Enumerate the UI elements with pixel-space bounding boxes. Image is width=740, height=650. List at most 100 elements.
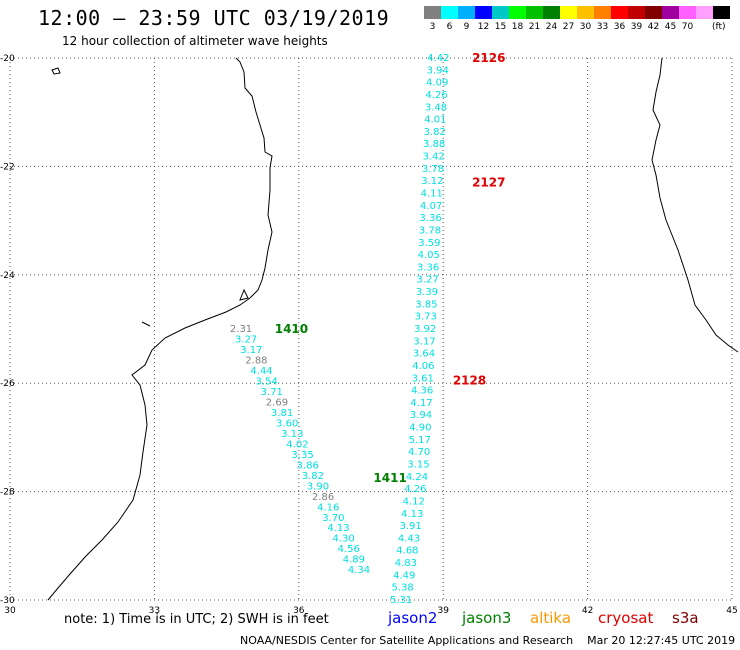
wave-height-value: 4.56 <box>338 544 360 555</box>
color-scale-label: 70 <box>681 22 694 32</box>
africa-coastline <box>47 57 273 601</box>
wave-height-value: 3.91 <box>399 521 421 532</box>
color-scale-label: 27 <box>562 22 575 32</box>
wave-height-value: 3.94 <box>410 410 432 421</box>
pass-number-label: 2127 <box>472 176 505 190</box>
wave-height-value: 4.16 <box>317 502 339 513</box>
wave-height-value: 4.02 <box>286 439 308 450</box>
wave-height-value: 3.78 <box>419 225 441 236</box>
color-scale-label: 15 <box>494 22 507 32</box>
wave-height-value: 3.54 <box>256 376 278 387</box>
wave-height-value: 3.92 <box>414 324 436 335</box>
wave-height-value: 4.34 <box>348 565 370 576</box>
page-title: 12:00 — 23:59 UTC 03/19/2019 <box>38 6 390 30</box>
color-swatch <box>424 6 441 19</box>
lake-outline <box>239 288 249 301</box>
color-swatch <box>577 6 594 19</box>
color-swatch <box>628 6 645 19</box>
color-swatch <box>713 6 730 19</box>
wave-height-value: 3.71 <box>261 387 283 398</box>
color-scale-label: 21 <box>528 22 541 32</box>
color-scale-label: 33 <box>596 22 609 32</box>
wave-height-value: 3.86 <box>297 460 319 471</box>
wave-height-value: 4.24 <box>406 472 428 483</box>
river-mark <box>141 321 151 327</box>
wave-height-value: 4.07 <box>420 201 442 212</box>
wave-height-value: 2.86 <box>312 492 334 503</box>
wave-height-value: 3.94 <box>427 65 449 76</box>
wave-height-value: 2.69 <box>266 397 288 408</box>
color-scale-bar <box>424 6 730 19</box>
lat-tick-label: -20 <box>0 54 15 64</box>
color-swatch <box>611 6 628 19</box>
wave-height-value: 4.43 <box>398 533 420 544</box>
wave-height-value: 4.42 <box>427 53 449 64</box>
wave-height-value: 4.89 <box>343 555 365 566</box>
wave-height-value: 3.82 <box>424 127 446 138</box>
wave-height-value: 3.64 <box>413 349 435 360</box>
wave-height-value: 3.39 <box>416 287 438 298</box>
color-swatch <box>441 6 458 19</box>
color-swatch <box>458 6 475 19</box>
altimeter-track-b: 2.313.273.172.884.443.543.712.693.813.60… <box>230 324 370 576</box>
wave-height-value: 3.27 <box>416 275 438 286</box>
wave-height-value: 4.13 <box>327 523 349 534</box>
wave-height-value: 5.38 <box>392 583 414 594</box>
wave-height-value: 3.36 <box>419 213 441 224</box>
color-scale-label: 18 <box>511 22 524 32</box>
color-swatch <box>560 6 577 19</box>
color-scale-label: 30 <box>579 22 592 32</box>
color-swatch <box>509 6 526 19</box>
page-subtitle: 12 hour collection of altimeter wave hei… <box>62 34 328 48</box>
pass-labels: 2126 2127 2128 1410 1411 <box>275 51 506 485</box>
wave-height-value: 3.88 <box>423 139 445 150</box>
wave-height-value: 4.26 <box>404 484 426 495</box>
wave-height-value: 3.82 <box>302 471 324 482</box>
pass-number-label: 2126 <box>472 51 505 65</box>
wave-height-value: 5.17 <box>409 435 431 446</box>
wave-height-value: 4.01 <box>424 115 446 126</box>
wave-height-value: 4.36 <box>411 386 433 397</box>
color-swatch <box>645 6 662 19</box>
wave-height-value: 3.60 <box>276 418 298 429</box>
color-scale-unit: (ft) <box>712 22 726 32</box>
lat-tick-label: -28 <box>0 488 15 498</box>
wave-height-value: 4.83 <box>395 558 417 569</box>
lon-tick-label: 30 <box>4 606 16 616</box>
color-swatch <box>594 6 611 19</box>
color-swatch <box>492 6 509 19</box>
color-scale-label: 45 <box>664 22 677 32</box>
wave-height-value: 4.68 <box>396 546 418 557</box>
wave-height-value: 4.90 <box>409 423 431 434</box>
wave-height-value: 4.70 <box>408 447 430 458</box>
wave-height-value: 2.31 <box>230 324 252 335</box>
wave-height-value: 3.85 <box>415 299 437 310</box>
lon-tick-label: 33 <box>149 606 160 616</box>
lon-tick-label: 42 <box>582 606 593 616</box>
wave-height-value: 3.42 <box>422 152 444 163</box>
lon-tick-label: 45 <box>726 606 737 616</box>
island-dot <box>51 67 61 75</box>
satellite-label-s3a: s3a <box>672 609 699 627</box>
satellite-label-jason3: jason3 <box>462 609 512 627</box>
wave-height-value: 4.49 <box>393 570 415 581</box>
satellite-label-altika: altika <box>530 609 572 627</box>
pass-number-label: 1410 <box>275 322 308 336</box>
color-swatch <box>662 6 679 19</box>
wave-height-value: 5.31 <box>390 595 412 606</box>
wave-height-value: 4.12 <box>403 496 425 507</box>
wave-height-value: 3.48 <box>425 102 447 113</box>
satellite-label-jason2: jason2 <box>388 609 438 627</box>
color-swatch <box>543 6 560 19</box>
wave-height-value: 3.13 <box>281 429 303 440</box>
lat-tick-label: -22 <box>0 162 15 172</box>
wave-height-value: 3.17 <box>413 336 435 347</box>
wave-height-value: 3.81 <box>271 408 293 419</box>
pass-number-label: 1411 <box>373 471 406 485</box>
wave-height-value: 4.17 <box>410 398 432 409</box>
wave-height-value: 4.44 <box>250 366 272 377</box>
wave-height-value: 3.78 <box>422 164 444 175</box>
lat-tick-label: -26 <box>0 379 15 389</box>
wave-height-value: 3.90 <box>307 481 329 492</box>
